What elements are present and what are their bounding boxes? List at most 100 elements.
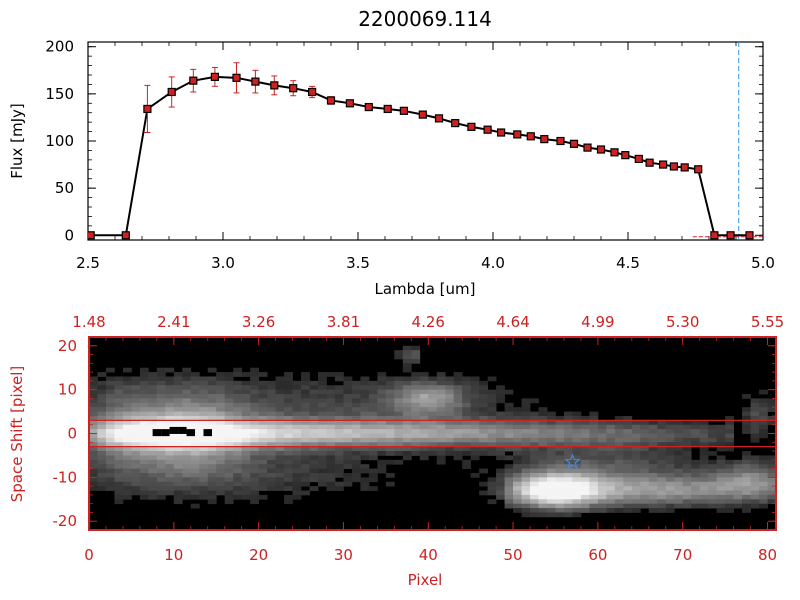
image-pixel [258,446,268,452]
image-pixel [165,385,175,391]
image-pixel [470,411,480,417]
image-pixel [241,477,251,483]
image-pixel [250,429,260,434]
image-pixel [385,385,395,391]
image-pixel [267,389,276,395]
image-pixel [419,442,429,448]
image-pixel [114,415,124,421]
pixel-tick-label: 60 [588,546,607,564]
image-pixel [496,494,505,500]
image-pixel [267,446,276,452]
image-pixel [640,499,650,505]
image-pixel [89,385,98,391]
wavelength-tick-label: 5.55 [751,313,784,331]
image-pixel [267,486,276,491]
image-pixel [487,424,497,430]
image-pixel [122,464,132,469]
image-pixel [148,402,158,408]
image-pixel [377,424,387,430]
image-pixel [233,451,243,456]
image-pixel [368,420,378,426]
image-pixel [419,407,429,412]
image-pixel [292,433,302,439]
image-pixel [487,429,497,434]
image-pixel [165,451,175,456]
image-pixel [767,499,776,505]
image-pixel [334,437,344,443]
image-pixel [334,451,344,456]
image-pixel [122,380,132,386]
image-pixel [182,451,192,456]
image-pixel [640,429,650,434]
image-pixel [521,402,531,408]
image-pixel [97,472,107,478]
image-pixel [487,394,497,399]
image-pixel [233,407,243,412]
image-pixel [436,407,446,412]
image-pixel [114,486,124,491]
image-pixel [318,415,327,421]
image-pixel [368,486,378,491]
image-pixel [250,468,260,474]
image-pixel [284,437,293,443]
image-pixel [572,468,582,474]
image-pixel [708,433,718,439]
image-pixel [614,437,624,443]
image-pixel [301,389,310,395]
image-pixel [173,472,183,478]
image-pixel [470,437,480,443]
image-pixel [301,402,310,408]
image-pixel [411,437,421,443]
image-pixel [148,464,158,469]
image-pixel [691,424,701,430]
image-pixel [623,415,633,421]
image-pixel [665,499,675,505]
image-pixel [419,389,429,395]
image-pixel [207,494,217,500]
image-pixel [453,380,463,386]
image-pixel [258,420,268,426]
image-pixel [258,407,268,412]
flux-point [308,87,317,97]
image-pixel [139,472,149,478]
image-pixel [233,490,243,496]
image-pixel [385,411,395,417]
image-pixel [750,468,760,474]
image-pixel [513,486,522,491]
image-pixel [385,420,395,426]
image-pixel [207,490,217,496]
image-pixel [89,407,98,412]
image-pixel [275,389,285,395]
image-pixel [334,424,344,430]
image-pixel [623,508,633,513]
image-pixel [487,477,497,483]
image-pixel [199,402,209,408]
image-pixel [377,415,387,421]
image-pixel [428,429,438,434]
image-pixel [131,459,141,465]
image-pixel [139,468,149,474]
image-pixel [682,433,692,439]
image-pixel [402,363,412,369]
image-pixel [105,459,115,465]
image-pixel [122,455,132,461]
image-pixel [241,468,251,474]
image-pixel [750,407,760,412]
image-pixel [292,420,302,426]
image-pixel [241,394,251,399]
image-pixel [224,486,234,491]
image-pixel [453,372,463,377]
image-pixel [402,451,412,456]
image-pixel [241,464,251,469]
image-pixel [122,394,132,399]
flux-point [710,231,719,240]
star-marker [564,453,581,470]
image-pixel [445,415,455,421]
image-pixel [241,446,251,452]
image-pixel [708,468,718,474]
image-pixel [563,481,573,487]
image-pixel [377,389,387,395]
image-pixel [589,472,599,478]
image-pixel [767,459,776,465]
image-pixel [470,455,480,461]
